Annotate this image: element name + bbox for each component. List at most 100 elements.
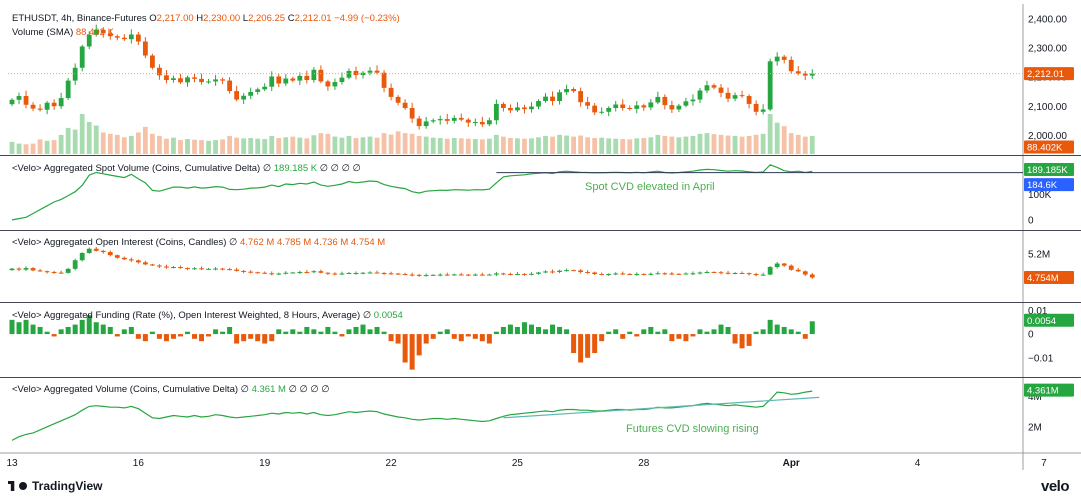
- oi-candle[interactable]: [93, 248, 99, 251]
- price-candle[interactable]: [774, 56, 780, 62]
- funding-bar[interactable]: [521, 322, 527, 335]
- funding-bar[interactable]: [213, 329, 219, 335]
- oi-candle[interactable]: [472, 274, 478, 276]
- funding-bar[interactable]: [479, 334, 485, 342]
- price-candle[interactable]: [44, 102, 50, 110]
- price-candle[interactable]: [58, 98, 64, 107]
- oi-candle[interactable]: [676, 273, 682, 275]
- oi-candle[interactable]: [220, 268, 225, 270]
- funding-bar[interactable]: [416, 334, 422, 356]
- funding-bar[interactable]: [514, 326, 520, 335]
- oi-candle[interactable]: [58, 272, 64, 274]
- funding-bar[interactable]: [739, 334, 745, 349]
- oi-candle[interactable]: [437, 274, 443, 276]
- price-candle[interactable]: [444, 119, 450, 121]
- price-candle[interactable]: [725, 92, 731, 99]
- price-candle[interactable]: [9, 99, 15, 105]
- spot-cvd-pane[interactable]: Spot CVD elevated in April 100K 0 189.185K 1…: [11, 162, 1074, 226]
- funding-bar[interactable]: [528, 324, 534, 335]
- oi-candle[interactable]: [185, 268, 190, 270]
- funding-bar[interactable]: [199, 334, 205, 342]
- funding-bar[interactable]: [760, 329, 766, 335]
- funding-bar[interactable]: [458, 334, 464, 342]
- price-candle[interactable]: [255, 89, 261, 92]
- funding-bar[interactable]: [93, 322, 99, 335]
- price-candle[interactable]: [304, 75, 310, 80]
- oi-candle[interactable]: [360, 272, 366, 274]
- oi-candle[interactable]: [51, 271, 57, 273]
- funding-bar[interactable]: [437, 331, 443, 335]
- price-candle[interactable]: [676, 105, 682, 110]
- price-candle[interactable]: [65, 80, 71, 99]
- price-candle[interactable]: [416, 118, 422, 127]
- funding-bar[interactable]: [725, 326, 731, 335]
- funding-bar[interactable]: [774, 324, 780, 335]
- oi-candle[interactable]: [543, 271, 548, 273]
- funding-bar[interactable]: [163, 334, 169, 342]
- funding-bar[interactable]: [781, 326, 787, 335]
- oi-candle[interactable]: [802, 271, 808, 275]
- oi-candle[interactable]: [241, 270, 247, 272]
- funding-bar[interactable]: [332, 331, 338, 335]
- funding-bar[interactable]: [367, 329, 373, 335]
- funding-bar[interactable]: [72, 324, 78, 335]
- price-candle[interactable]: [634, 105, 640, 109]
- funding-bar[interactable]: [16, 322, 22, 335]
- oi-candle[interactable]: [72, 260, 78, 269]
- funding-bar[interactable]: [311, 329, 317, 335]
- funding-bar[interactable]: [79, 319, 85, 335]
- oi-candle[interactable]: [227, 269, 233, 271]
- funding-bar[interactable]: [142, 334, 148, 342]
- price-candle[interactable]: [114, 36, 120, 38]
- price-candle[interactable]: [37, 108, 43, 110]
- funding-bar[interactable]: [564, 329, 570, 335]
- price-candle[interactable]: [72, 67, 78, 81]
- oi-candle[interactable]: [44, 271, 50, 273]
- funding-bar[interactable]: [325, 326, 331, 335]
- oi-candle[interactable]: [669, 273, 675, 275]
- oi-candle[interactable]: [781, 263, 787, 266]
- price-candle[interactable]: [241, 95, 247, 100]
- price-candle[interactable]: [465, 119, 471, 123]
- funding-bar[interactable]: [704, 331, 710, 335]
- price-candle[interactable]: [157, 67, 162, 76]
- funding-bar[interactable]: [381, 331, 387, 335]
- price-candle[interactable]: [557, 92, 562, 101]
- oi-candle[interactable]: [374, 272, 380, 274]
- funding-bar[interactable]: [444, 329, 450, 335]
- price-candle[interactable]: [599, 111, 605, 113]
- price-candle[interactable]: [16, 96, 22, 100]
- price-candle[interactable]: [388, 87, 394, 97]
- funding-bar[interactable]: [578, 334, 584, 363]
- funding-bar[interactable]: [255, 334, 261, 342]
- price-candle[interactable]: [697, 90, 703, 100]
- oi-candle[interactable]: [578, 270, 584, 272]
- price-pane[interactable]: 2,400.002,300.002,200.002,100.002,000.00…: [8, 14, 1074, 154]
- funding-bar[interactable]: [185, 331, 190, 335]
- funding-bar[interactable]: [241, 334, 247, 342]
- price-candle[interactable]: [346, 70, 352, 78]
- price-candle[interactable]: [613, 104, 619, 109]
- oi-candle[interactable]: [409, 274, 415, 276]
- oi-candle[interactable]: [402, 274, 408, 276]
- price-candle[interactable]: [135, 34, 141, 42]
- price-candle[interactable]: [501, 103, 506, 108]
- price-candle[interactable]: [423, 121, 429, 127]
- price-candle[interactable]: [543, 96, 548, 101]
- funding-bar[interactable]: [170, 334, 176, 339]
- funding-bar[interactable]: [37, 326, 43, 335]
- funding-bar[interactable]: [500, 326, 506, 335]
- oi-candle[interactable]: [346, 273, 352, 275]
- oi-candle[interactable]: [23, 268, 29, 270]
- funding-bar[interactable]: [58, 329, 64, 335]
- oi-candle[interactable]: [725, 272, 731, 274]
- funding-bar[interactable]: [493, 331, 499, 335]
- oi-candle[interactable]: [128, 259, 134, 261]
- oi-candle[interactable]: [423, 275, 429, 277]
- funding-pane[interactable]: 0.01 0 −0.01 0.0054: [9, 306, 1075, 370]
- oi-candle[interactable]: [746, 273, 752, 275]
- funding-bar[interactable]: [206, 334, 212, 337]
- price-candle[interactable]: [767, 61, 773, 110]
- price-candle[interactable]: [374, 70, 380, 73]
- price-candle[interactable]: [648, 102, 654, 108]
